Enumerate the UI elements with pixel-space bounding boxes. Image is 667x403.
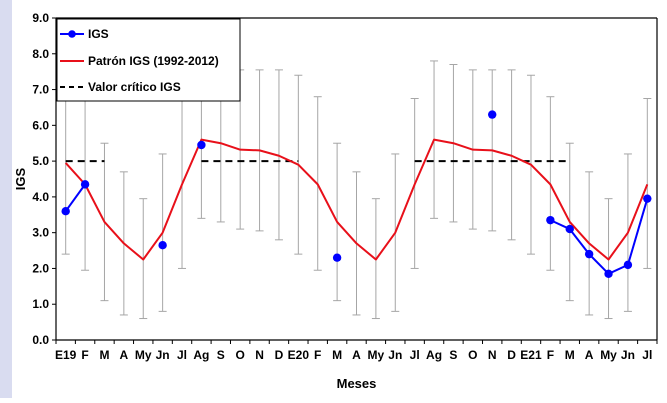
x-tick-label: Jl [410,348,420,362]
igs-line-segment [568,228,590,255]
x-tick-label: Jl [177,348,187,362]
y-ticks-layer: 0.0 1.0 2.0 3.0 4.0 5.0 6.0 7.0 8.0 9.0 [32,11,56,347]
y-tick-label: 7.0 [32,83,49,97]
x-tick-label: O [468,348,477,362]
igs-point [488,110,497,119]
legend-critical-label: Valor crítico IGS [88,80,181,94]
legend-box [56,18,241,102]
y-tick-label: 8.0 [32,47,49,61]
x-tick-label: Jn [156,348,170,362]
x-tick-label: E21 [520,348,542,362]
x-tick-label: My [135,348,152,362]
legend: IGS Patrón IGS (1992-2012) Valor crítico… [56,18,241,102]
legend-igs-swatch-marker [68,30,76,38]
x-axis-title: Meses [337,376,377,391]
x-tick-label: Ag [426,348,442,362]
y-tick-label: 6.0 [32,118,49,132]
x-tick-label: F [547,348,554,362]
igs-line-segment [588,253,610,275]
y-tick-label: 1.0 [32,297,49,311]
x-tick-label: D [275,348,284,362]
igs-point [623,260,633,270]
left-border-strip [0,0,12,398]
x-tick-label: S [217,348,225,362]
pattern-line [64,138,649,261]
x-tick-label: Ag [193,348,209,362]
x-tick-label: A [352,348,361,362]
x-ticks-layer: E19 F M A My Jn Jl Ag S O N D E20 F M A My Jn Jl Ag S O N D E21 F… [55,340,658,362]
igs-point [604,269,613,279]
igs-point [61,207,70,216]
igs-point [565,224,574,234]
x-tick-label: M [332,348,342,362]
y-tick-label: 5.0 [32,154,49,168]
x-tick-label: E19 [55,348,77,362]
x-tick-label: A [120,348,129,362]
x-tick-label: A [585,348,594,362]
igs-series-layer [61,110,652,279]
x-tick-label: F [81,348,88,362]
igs-point [80,180,90,189]
x-tick-label: Jn [621,348,635,362]
x-tick-label: My [600,348,617,362]
x-tick-label: M [99,348,109,362]
x-tick-label: N [255,348,264,362]
pattern-line-layer [64,138,649,261]
y-tick-label: 9.0 [32,11,49,25]
legend-igs-label: IGS [88,27,109,41]
x-tick-label: E20 [288,348,310,362]
igs-point [158,240,167,250]
x-tick-label: F [314,348,321,362]
y-tick-label: 0.0 [32,333,49,347]
x-tick-label: My [368,348,385,362]
igs-point [546,215,555,225]
igs-line-segment [626,198,649,266]
igs-point [197,140,206,150]
axes-layer [55,17,658,341]
igs-point [584,249,594,259]
y-tick-label: 4.0 [32,190,49,204]
y-axis-title: IGS [13,167,28,190]
x-tick-label: Jn [388,348,402,362]
x-tick-label: N [488,348,497,362]
x-tick-label: D [507,348,516,362]
y-tick-label: 2.0 [32,261,49,275]
x-tick-label: O [236,348,245,362]
igs-point [332,253,342,262]
y-tick-label: 3.0 [32,226,49,240]
legend-pattern-label: Patrón IGS (1992-2012) [88,54,219,68]
igs-line-segment [64,183,86,212]
x-tick-label: S [449,348,457,362]
x-tick-label: M [565,348,575,362]
x-tick-label: Jl [642,348,652,362]
igs-point [643,194,652,203]
